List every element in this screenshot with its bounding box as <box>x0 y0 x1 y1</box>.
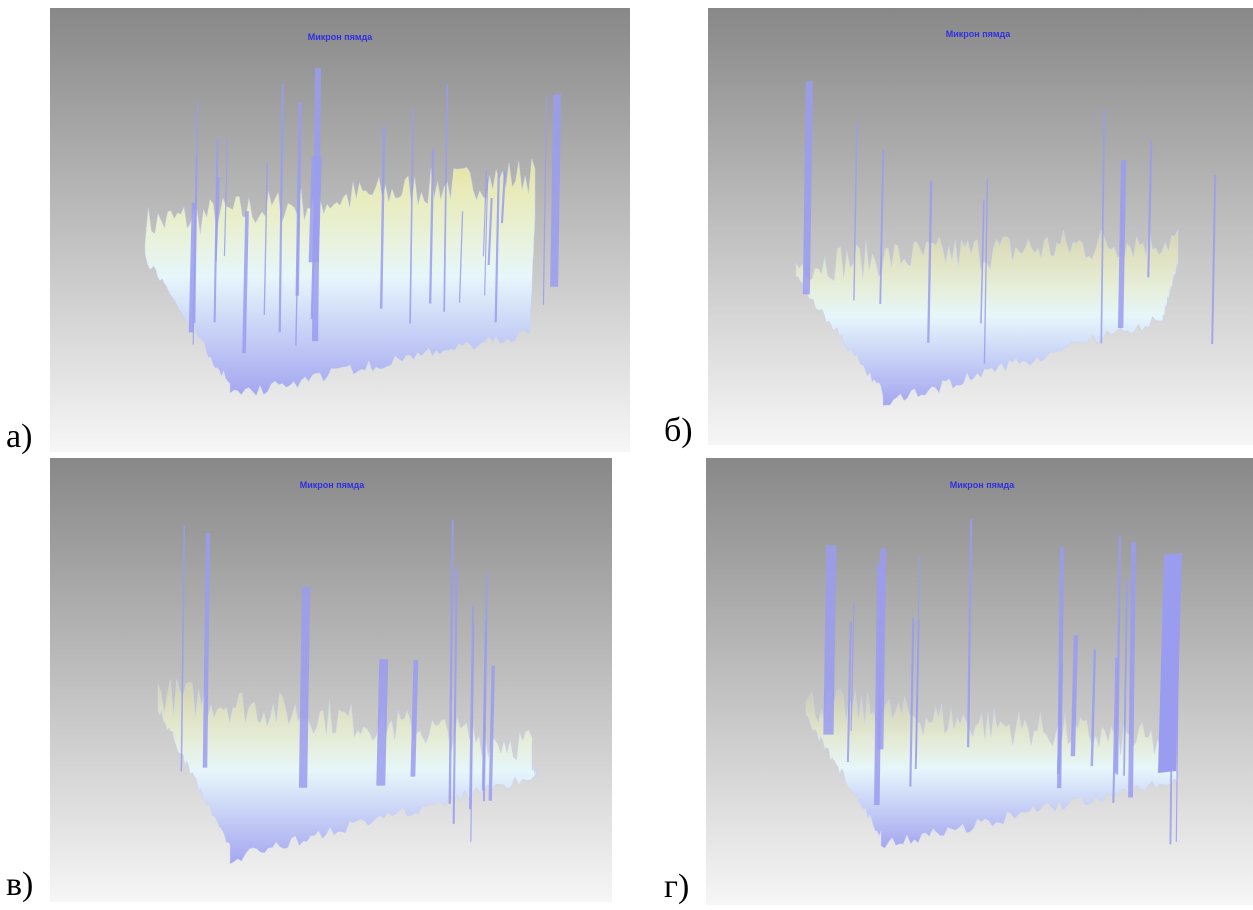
spike <box>443 83 449 312</box>
spike <box>983 178 989 364</box>
spike <box>202 533 211 768</box>
spike <box>213 138 219 323</box>
spike <box>295 102 302 296</box>
spike <box>1057 546 1065 789</box>
spike <box>263 162 268 315</box>
plot-title: Микрон пямда <box>308 32 374 42</box>
spike <box>1070 635 1079 757</box>
spike <box>458 211 464 303</box>
spike <box>488 665 495 801</box>
spike <box>482 170 488 257</box>
surface-plot: Микрон пямда <box>50 458 612 902</box>
spike <box>1100 109 1106 344</box>
panel-label: г) <box>664 868 690 905</box>
spike <box>242 211 249 354</box>
spike <box>452 568 458 824</box>
spike <box>310 211 316 320</box>
spike <box>409 108 414 324</box>
surface <box>795 227 1179 406</box>
plot-title: Микрон пямда <box>950 480 1016 490</box>
spike <box>311 68 322 342</box>
spike <box>980 199 985 324</box>
surface-plot: Микрон пямда <box>706 458 1253 905</box>
spike <box>967 519 973 748</box>
spike <box>879 150 885 305</box>
spike <box>487 197 493 266</box>
spike <box>494 174 500 323</box>
spike <box>484 178 489 296</box>
spike <box>853 122 858 301</box>
spike <box>909 617 915 787</box>
spike <box>823 545 837 735</box>
spike <box>193 101 199 324</box>
spike <box>379 126 386 309</box>
spike <box>1147 140 1153 278</box>
spike <box>1128 542 1136 798</box>
plot-title: Микрон пямда <box>300 480 366 490</box>
panel-label: в) <box>6 866 34 903</box>
spike <box>1158 553 1182 773</box>
spike <box>223 138 229 257</box>
spike <box>448 520 454 804</box>
spike <box>846 622 852 763</box>
spike <box>850 602 855 731</box>
spike <box>1112 657 1118 803</box>
spike <box>481 620 487 791</box>
plot-background <box>50 458 612 902</box>
panel-label: б) <box>664 412 693 449</box>
spike <box>180 525 186 772</box>
plot-background <box>708 8 1253 445</box>
spike <box>1211 175 1217 344</box>
spike <box>1123 579 1128 776</box>
spike <box>410 660 419 777</box>
spike <box>500 171 507 224</box>
spike <box>542 96 548 305</box>
spike <box>298 586 311 788</box>
spike <box>915 554 920 759</box>
spike <box>376 659 389 786</box>
spike <box>278 83 284 333</box>
spike <box>215 176 220 262</box>
spike <box>550 94 562 287</box>
spike <box>1090 649 1097 766</box>
surface-plot: Микрон пямда <box>708 8 1253 445</box>
spike <box>470 623 475 842</box>
surface-plot: Микрон пямда <box>50 8 630 452</box>
spike <box>874 563 883 806</box>
spike <box>1117 159 1127 328</box>
spike <box>927 180 933 343</box>
spike <box>429 148 435 304</box>
panel-label: а) <box>6 418 33 455</box>
plot-title: Микрон пямда <box>946 29 1012 39</box>
spike <box>802 81 813 295</box>
